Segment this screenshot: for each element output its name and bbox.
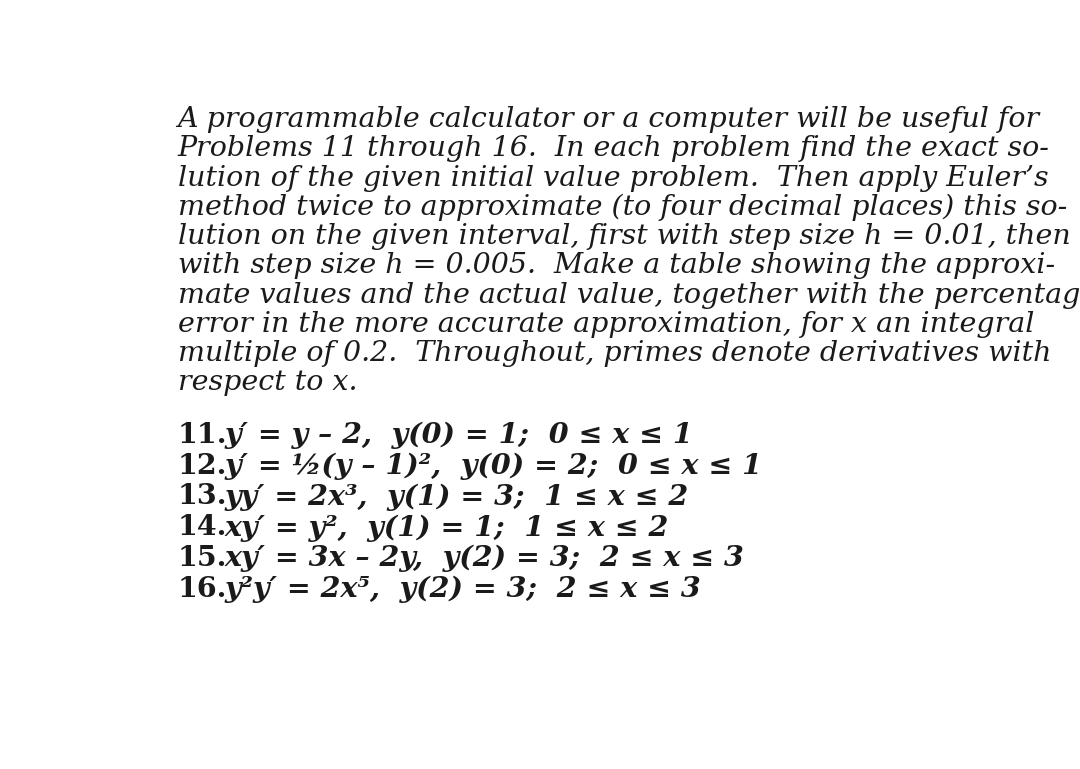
Text: respect to x.: respect to x. (177, 369, 357, 397)
Text: A programmable calculator or a computer will be useful for: A programmable calculator or a computer … (177, 106, 1040, 133)
Text: 11.: 11. (177, 422, 227, 449)
Text: xy′ = 3x – 2y,  y(2) = 3;  2 ≤ x ≤ 3: xy′ = 3x – 2y, y(2) = 3; 2 ≤ x ≤ 3 (225, 545, 744, 572)
Text: method twice to approximate (to four decimal places) this so-: method twice to approximate (to four dec… (177, 194, 1067, 221)
Text: Problems 11 through 16.  In each problem find the exact so-: Problems 11 through 16. In each problem … (177, 135, 1050, 162)
Text: 16.: 16. (177, 576, 227, 603)
Text: y²y′ = 2x⁵,  y(2) = 3;  2 ≤ x ≤ 3: y²y′ = 2x⁵, y(2) = 3; 2 ≤ x ≤ 3 (225, 576, 701, 603)
Text: lution on the given interval, first with step size h = 0.01, then: lution on the given interval, first with… (177, 223, 1070, 250)
Text: y′ = y – 2,  y(0) = 1;  0 ≤ x ≤ 1: y′ = y – 2, y(0) = 1; 0 ≤ x ≤ 1 (225, 422, 693, 449)
Text: yy′ = 2x³,  y(1) = 3;  1 ≤ x ≤ 2: yy′ = 2x³, y(1) = 3; 1 ≤ x ≤ 2 (225, 484, 688, 511)
Text: 15.: 15. (177, 545, 227, 572)
Text: with step size h = 0.005.  Make a table showing the approxi-: with step size h = 0.005. Make a table s… (177, 252, 1055, 279)
Text: 12.: 12. (177, 453, 227, 480)
Text: lution of the given initial value problem.  Then apply Euler’s: lution of the given initial value proble… (177, 165, 1049, 191)
Text: error in the more accurate approximation, for x an integral: error in the more accurate approximation… (177, 311, 1034, 338)
Text: mate values and the actual value, together with the percentage: mate values and the actual value, togeth… (177, 281, 1080, 308)
Text: multiple of 0.2.  Throughout, primes denote derivatives with: multiple of 0.2. Throughout, primes deno… (177, 340, 1051, 368)
Text: 14.: 14. (177, 514, 227, 541)
Text: xy′ = y²,  y(1) = 1;  1 ≤ x ≤ 2: xy′ = y², y(1) = 1; 1 ≤ x ≤ 2 (225, 514, 669, 541)
Text: y′ = ½(y – 1)²,  y(0) = 2;  0 ≤ x ≤ 1: y′ = ½(y – 1)², y(0) = 2; 0 ≤ x ≤ 1 (225, 453, 762, 480)
Text: 13.: 13. (177, 484, 227, 511)
